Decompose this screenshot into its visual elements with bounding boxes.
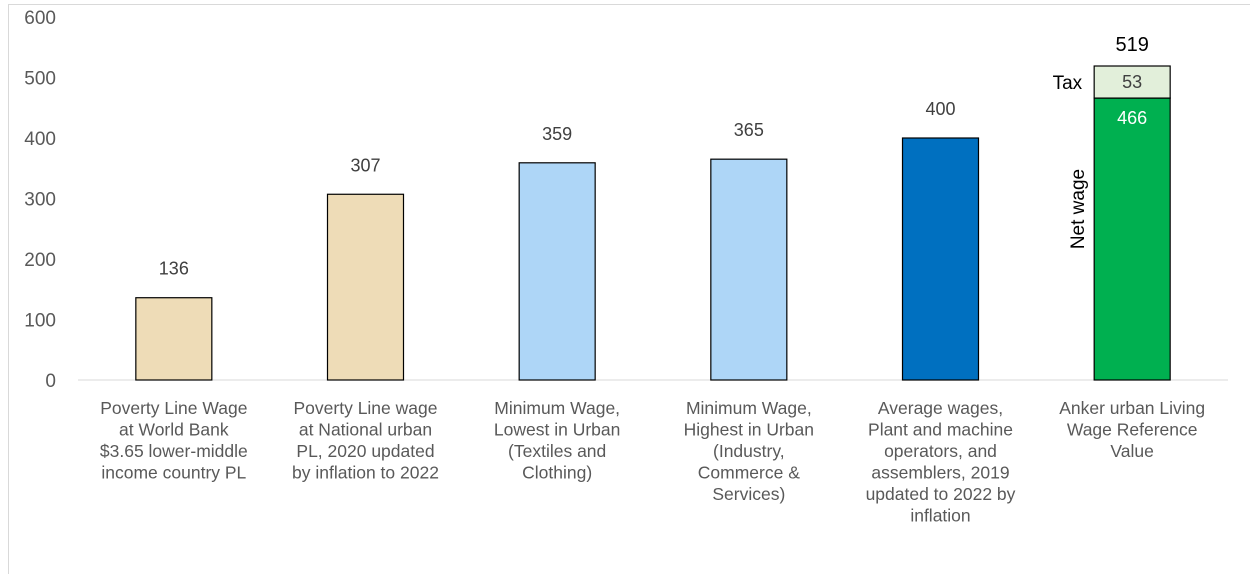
category-label-3-line-3: Commerce & (698, 463, 800, 483)
category-label-1-line-3: by inflation to 2022 (292, 463, 439, 483)
category-label-4-line-3: assemblers, 2019 (871, 463, 1009, 483)
segment-name-label-0: Net wage (1068, 169, 1089, 249)
category-label-2-line-0: Minimum Wage, (494, 398, 620, 418)
category-label-1-line-1: at National urban (299, 420, 432, 440)
bar-segment-1 (1093, 65, 1171, 99)
category-label-1-line-2: PL, 2020 updated (296, 441, 434, 461)
category-label-0-line-1: at World Bank (119, 420, 229, 440)
bar-2 (518, 162, 596, 381)
y-tick-label-6: 600 (24, 8, 56, 29)
y-tick-label-5: 500 (24, 69, 56, 90)
bar-value-label-1: 307 (350, 155, 380, 175)
category-label-3-line-0: Minimum Wage, (686, 398, 812, 418)
category-label-4-line-5: inflation (910, 506, 970, 526)
bar-value-label-0: 136 (159, 259, 189, 279)
y-tick-label-4: 400 (24, 129, 56, 150)
bar-value-label-5: 519 (1115, 34, 1148, 56)
y-tick-label-2: 200 (24, 250, 56, 271)
category-label-0-line-0: Poverty Line Wage (100, 398, 247, 418)
category-label-4-line-1: Plant and machine (868, 420, 1013, 440)
segment-name-label-1: Tax (1053, 73, 1083, 94)
category-label-3-line-2: (Industry, (713, 441, 785, 461)
bar-3 (710, 158, 788, 381)
bar-value-label-3: 365 (734, 120, 764, 140)
category-label-4-line-0: Average wages, (878, 398, 1003, 418)
bar-0 (135, 297, 213, 381)
bar-value-label-2: 359 (542, 124, 572, 144)
bar-4 (901, 137, 980, 381)
category-label-3-line-4: Services) (712, 484, 785, 504)
chart-frame (8, 4, 1250, 574)
category-label-0-line-2: $3.65 lower-middle (100, 441, 248, 461)
y-tick-label-1: 100 (24, 311, 56, 332)
y-tick-label-0: 0 (45, 371, 56, 392)
category-label-5-line-1: Wage Reference (1067, 420, 1198, 440)
category-label-4-line-2: operators, and (884, 441, 997, 461)
category-label-0-line-3: income country PL (101, 463, 246, 483)
y-tick-label-3: 300 (24, 190, 56, 211)
segment-value-label-0: 466 (1117, 108, 1147, 128)
category-label-2-line-2: (Textiles and (508, 441, 606, 461)
category-label-5-line-2: Value (1110, 441, 1153, 461)
category-label-3-line-1: Highest in Urban (684, 420, 814, 440)
bar-1 (326, 193, 405, 381)
category-label-4-line-4: updated to 2022 by (866, 484, 1016, 504)
segment-value-label-1: 53 (1122, 72, 1142, 92)
category-label-2-line-3: Clothing) (522, 463, 592, 483)
category-label-5-line-0: Anker urban Living (1059, 398, 1205, 418)
category-label-1-line-0: Poverty Line wage (294, 398, 438, 418)
category-label-2-line-1: Lowest in Urban (494, 420, 620, 440)
bar-value-label-4: 400 (925, 99, 955, 119)
